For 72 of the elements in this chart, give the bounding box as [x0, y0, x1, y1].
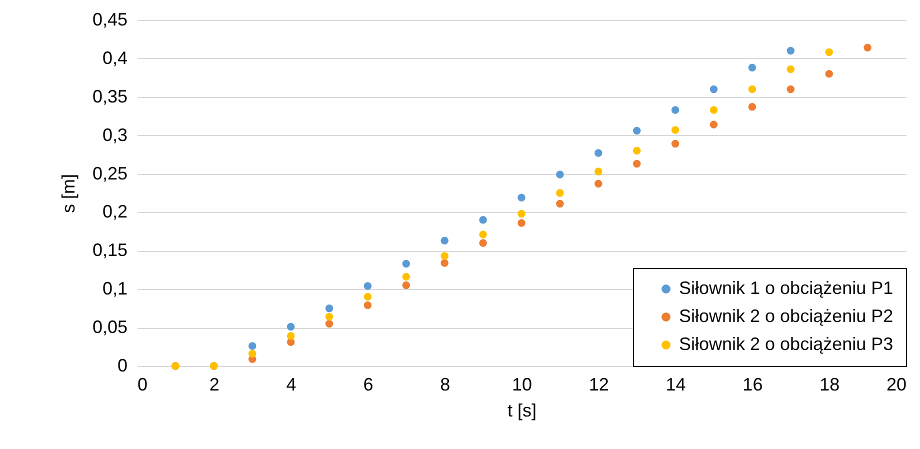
y-tick-label: 0,15 [92, 240, 128, 260]
y-tick-label: 0,2 [102, 202, 128, 222]
point [748, 85, 756, 94]
y-tick-label: 0,25 [92, 163, 128, 184]
x-tick-label: 8 [440, 374, 450, 394]
point [748, 64, 756, 72]
point [594, 180, 602, 188]
legend-label: Siłownik 1 o obciążeniu P1 [679, 278, 894, 298]
point [864, 44, 872, 52]
point [825, 48, 833, 56]
x-tick-label: 20 [886, 374, 906, 394]
point [325, 304, 334, 312]
point [440, 259, 448, 267]
point [556, 189, 564, 197]
point [402, 272, 410, 281]
point [594, 168, 602, 176]
point [594, 149, 602, 157]
x-tick-label: 2 [209, 374, 220, 394]
point [286, 322, 295, 331]
point [825, 70, 833, 78]
point [248, 342, 256, 350]
point [671, 126, 680, 134]
point [556, 200, 564, 208]
y-tick-label: 0,1 [102, 278, 128, 299]
point [479, 239, 487, 247]
legend-label: Siłownik 2 o obciążeniu P3 [679, 334, 894, 354]
legend-label: Siłownik 2 o obciążeniu P2 [679, 306, 894, 326]
x-tick-label: 18 [820, 374, 840, 394]
y-tick-label: 0,4 [102, 48, 128, 68]
x-tick-label: 12 [588, 374, 609, 394]
point [364, 282, 372, 290]
x-tick-label: 10 [512, 374, 532, 394]
point [786, 85, 795, 94]
x-tick-label: 6 [363, 374, 374, 394]
point [364, 292, 372, 301]
point [479, 216, 487, 224]
y-tick-label: 0,3 [102, 124, 128, 145]
point [440, 236, 448, 245]
x-tick-label: 4 [286, 374, 296, 394]
point [440, 252, 448, 260]
point [325, 312, 334, 321]
y-tick-label: 0,45 [92, 10, 128, 30]
point [632, 146, 641, 155]
x-axis-title: t [s] [507, 400, 537, 420]
point [632, 126, 641, 135]
y-axis-title: s [m] [58, 174, 78, 213]
point [479, 230, 487, 238]
y-tick-label: 0 [117, 356, 128, 376]
point [786, 65, 795, 74]
point [364, 301, 372, 310]
point [325, 320, 334, 328]
point [671, 140, 680, 148]
x-tick-label: 14 [666, 374, 686, 394]
point [286, 332, 295, 340]
y-tick-label: 0,05 [92, 317, 128, 338]
point [748, 103, 756, 111]
point [632, 160, 641, 168]
x-tick-label: 16 [742, 374, 763, 394]
point [710, 120, 718, 128]
point [556, 170, 564, 178]
point [710, 85, 718, 94]
point [402, 260, 410, 268]
point [786, 46, 795, 55]
point [402, 281, 410, 290]
y-tick-label: 0,35 [92, 86, 128, 106]
point [671, 106, 680, 114]
x-tick-label: 0 [138, 374, 148, 394]
point [518, 194, 526, 202]
point [710, 106, 718, 114]
point [518, 219, 526, 227]
point [518, 210, 526, 218]
point [248, 350, 256, 358]
